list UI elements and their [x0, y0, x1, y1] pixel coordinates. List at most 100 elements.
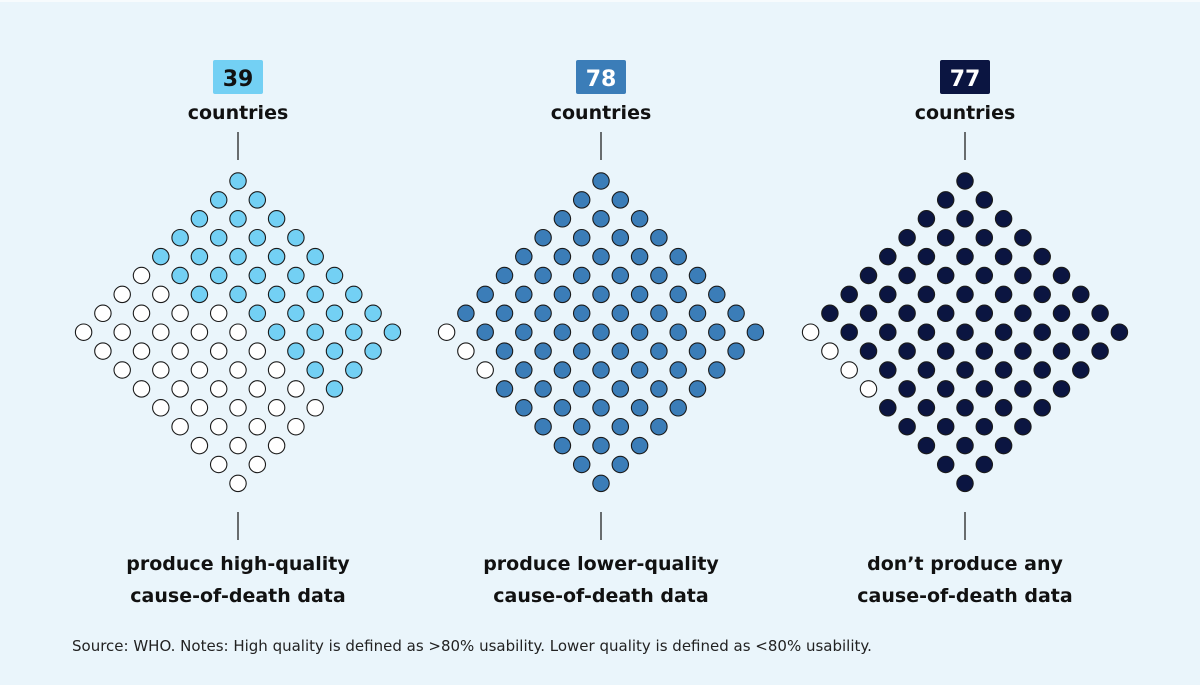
dot-filled — [1014, 304, 1032, 323]
dot-filled — [611, 417, 630, 436]
dot-empty — [190, 436, 209, 455]
dot-filled — [1033, 285, 1051, 304]
dot-filled — [1014, 228, 1032, 247]
dot-filled — [287, 228, 305, 247]
dot-empty — [94, 342, 112, 360]
count-value: 77 — [950, 67, 981, 92]
dot-filled — [611, 455, 630, 474]
dot-filled — [708, 323, 726, 341]
dot-filled — [534, 266, 552, 285]
dot-filled — [956, 210, 974, 228]
dot-filled — [572, 228, 591, 247]
dot-filled — [534, 380, 552, 398]
dot-filled — [975, 266, 994, 285]
dot-filled — [650, 266, 668, 285]
dot-filled — [248, 191, 267, 209]
dot-filled — [515, 399, 533, 417]
description-line: don’t produce any — [867, 553, 1063, 575]
dot-filled — [1110, 323, 1129, 341]
dot-filled — [248, 266, 267, 285]
dot-empty — [152, 285, 170, 304]
dot-empty — [859, 380, 878, 398]
dot-filled — [1091, 342, 1109, 360]
dot-filled — [956, 436, 974, 455]
dot-filled — [553, 436, 572, 455]
dot-filled — [1072, 361, 1090, 379]
dot-filled — [898, 266, 916, 285]
dot-filled — [229, 285, 247, 304]
source-note: Source: WHO. Notes: High quality is defi… — [72, 637, 872, 655]
dot-filled — [975, 304, 994, 323]
dot-empty — [287, 380, 305, 398]
dot-filled — [1014, 342, 1032, 360]
dot-empty — [267, 361, 286, 379]
dot-filled — [248, 228, 267, 247]
dot-filled — [994, 436, 1013, 455]
dot-filled — [956, 247, 974, 266]
dot-filled — [859, 304, 878, 323]
dot-empty — [171, 380, 189, 398]
dot-filled — [669, 323, 687, 341]
dot-filled — [917, 361, 936, 379]
dot-filled — [611, 380, 630, 398]
dot-filled — [650, 304, 668, 323]
dot-filled — [630, 247, 649, 266]
dot-filled — [572, 417, 591, 436]
dot-empty — [190, 323, 209, 341]
dot-empty — [437, 323, 456, 341]
dot-empty — [229, 474, 247, 493]
dot-filled — [956, 399, 974, 417]
dot-empty — [74, 323, 93, 341]
dot-empty — [132, 342, 151, 360]
dot-filled — [592, 474, 610, 493]
dot-filled — [917, 247, 936, 266]
dot-filled — [592, 247, 610, 266]
dot-empty — [267, 399, 286, 417]
count-badge — [940, 60, 990, 94]
dot-filled — [267, 285, 286, 304]
dot-filled — [267, 210, 286, 228]
dot-filled — [553, 361, 572, 379]
dot-filled — [936, 342, 955, 360]
dot-empty — [113, 361, 131, 379]
dot-filled — [267, 323, 286, 341]
dot-filled — [708, 361, 726, 379]
description-line: cause-of-death data — [130, 585, 345, 607]
dot-filled — [956, 323, 974, 341]
dot-filled — [190, 210, 209, 228]
dot-filled — [669, 399, 687, 417]
dot-filled — [267, 247, 286, 266]
dot-empty — [248, 342, 267, 360]
dot-empty — [171, 417, 189, 436]
dot-filled — [936, 304, 955, 323]
dot-filled — [669, 361, 687, 379]
dot-filled — [1014, 380, 1032, 398]
dot-filled — [688, 342, 707, 360]
dot-filled — [515, 247, 533, 266]
dot-filled — [152, 247, 170, 266]
dot-filled — [975, 342, 994, 360]
dot-filled — [708, 285, 726, 304]
description-line: produce high-quality — [126, 553, 350, 575]
dot-empty — [113, 285, 131, 304]
dot-filled — [325, 304, 344, 323]
dot-filled — [917, 323, 936, 341]
dot-empty — [132, 304, 151, 323]
dot-filled — [1033, 323, 1051, 341]
description-line: cause-of-death data — [493, 585, 708, 607]
dot-filled — [879, 399, 897, 417]
dot-filled — [287, 266, 305, 285]
dot-filled — [229, 172, 247, 190]
dot-empty — [94, 304, 112, 323]
dot-filled — [879, 247, 897, 266]
dot-filled — [840, 323, 858, 341]
description-line: produce lower-quality — [483, 553, 719, 575]
count-value: 39 — [223, 67, 254, 92]
dot-filled — [936, 191, 955, 209]
dot-filled — [727, 304, 745, 323]
dot-empty — [190, 399, 209, 417]
dot-filled — [287, 304, 305, 323]
dot-filled — [669, 285, 687, 304]
dot-empty — [840, 361, 858, 379]
